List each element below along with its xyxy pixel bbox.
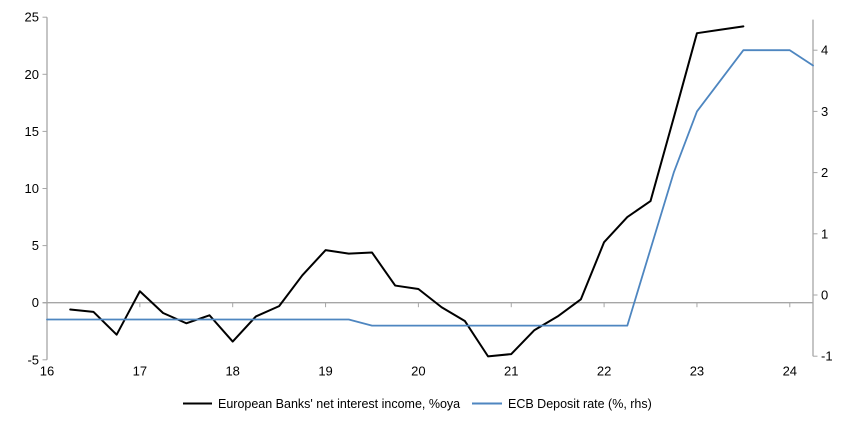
right-axis-tick-label: 4 — [821, 43, 828, 58]
x-axis-tick-label: 16 — [40, 364, 54, 379]
left-axis-tick-label: 20 — [25, 67, 39, 82]
left-axis-tick-label: 5 — [32, 238, 39, 253]
legend-label-net-interest-income: European Banks' net interest income, %oy… — [218, 397, 460, 411]
left-axis-tick-label: 15 — [25, 124, 39, 139]
right-axis-tick-label: 2 — [821, 165, 828, 180]
right-axis-tick-label: 0 — [821, 288, 828, 303]
ecb-deposit-rate-line — [46, 49, 814, 327]
x-axis-tick-label: 21 — [504, 364, 518, 379]
right-axis-tick-label: -1 — [821, 349, 833, 364]
x-axis-tick-label: 18 — [225, 364, 239, 379]
x-axis-tick-label: 19 — [318, 364, 332, 379]
left-axis-tick-label: 10 — [25, 181, 39, 196]
x-axis-tick-label: 23 — [690, 364, 704, 379]
net-interest-income-line — [69, 25, 745, 358]
left-axis-tick-label: 25 — [25, 10, 39, 25]
right-axis-tick-label: 3 — [821, 104, 828, 119]
x-axis-tick-label: 22 — [597, 364, 611, 379]
x-axis-tick-label: 24 — [783, 364, 797, 379]
legend-label-ecb-deposit-rate: ECB Deposit rate (%, rhs) — [508, 397, 652, 411]
left-axis-tick-label: -5 — [27, 352, 39, 367]
x-axis-tick-label: 20 — [411, 364, 425, 379]
left-axis-tick-label: 0 — [32, 295, 39, 310]
right-axis-tick-label: 1 — [821, 226, 828, 241]
chart-legend: European Banks' net interest income, %oy… — [183, 397, 652, 411]
x-axis-tick-label: 17 — [133, 364, 147, 379]
